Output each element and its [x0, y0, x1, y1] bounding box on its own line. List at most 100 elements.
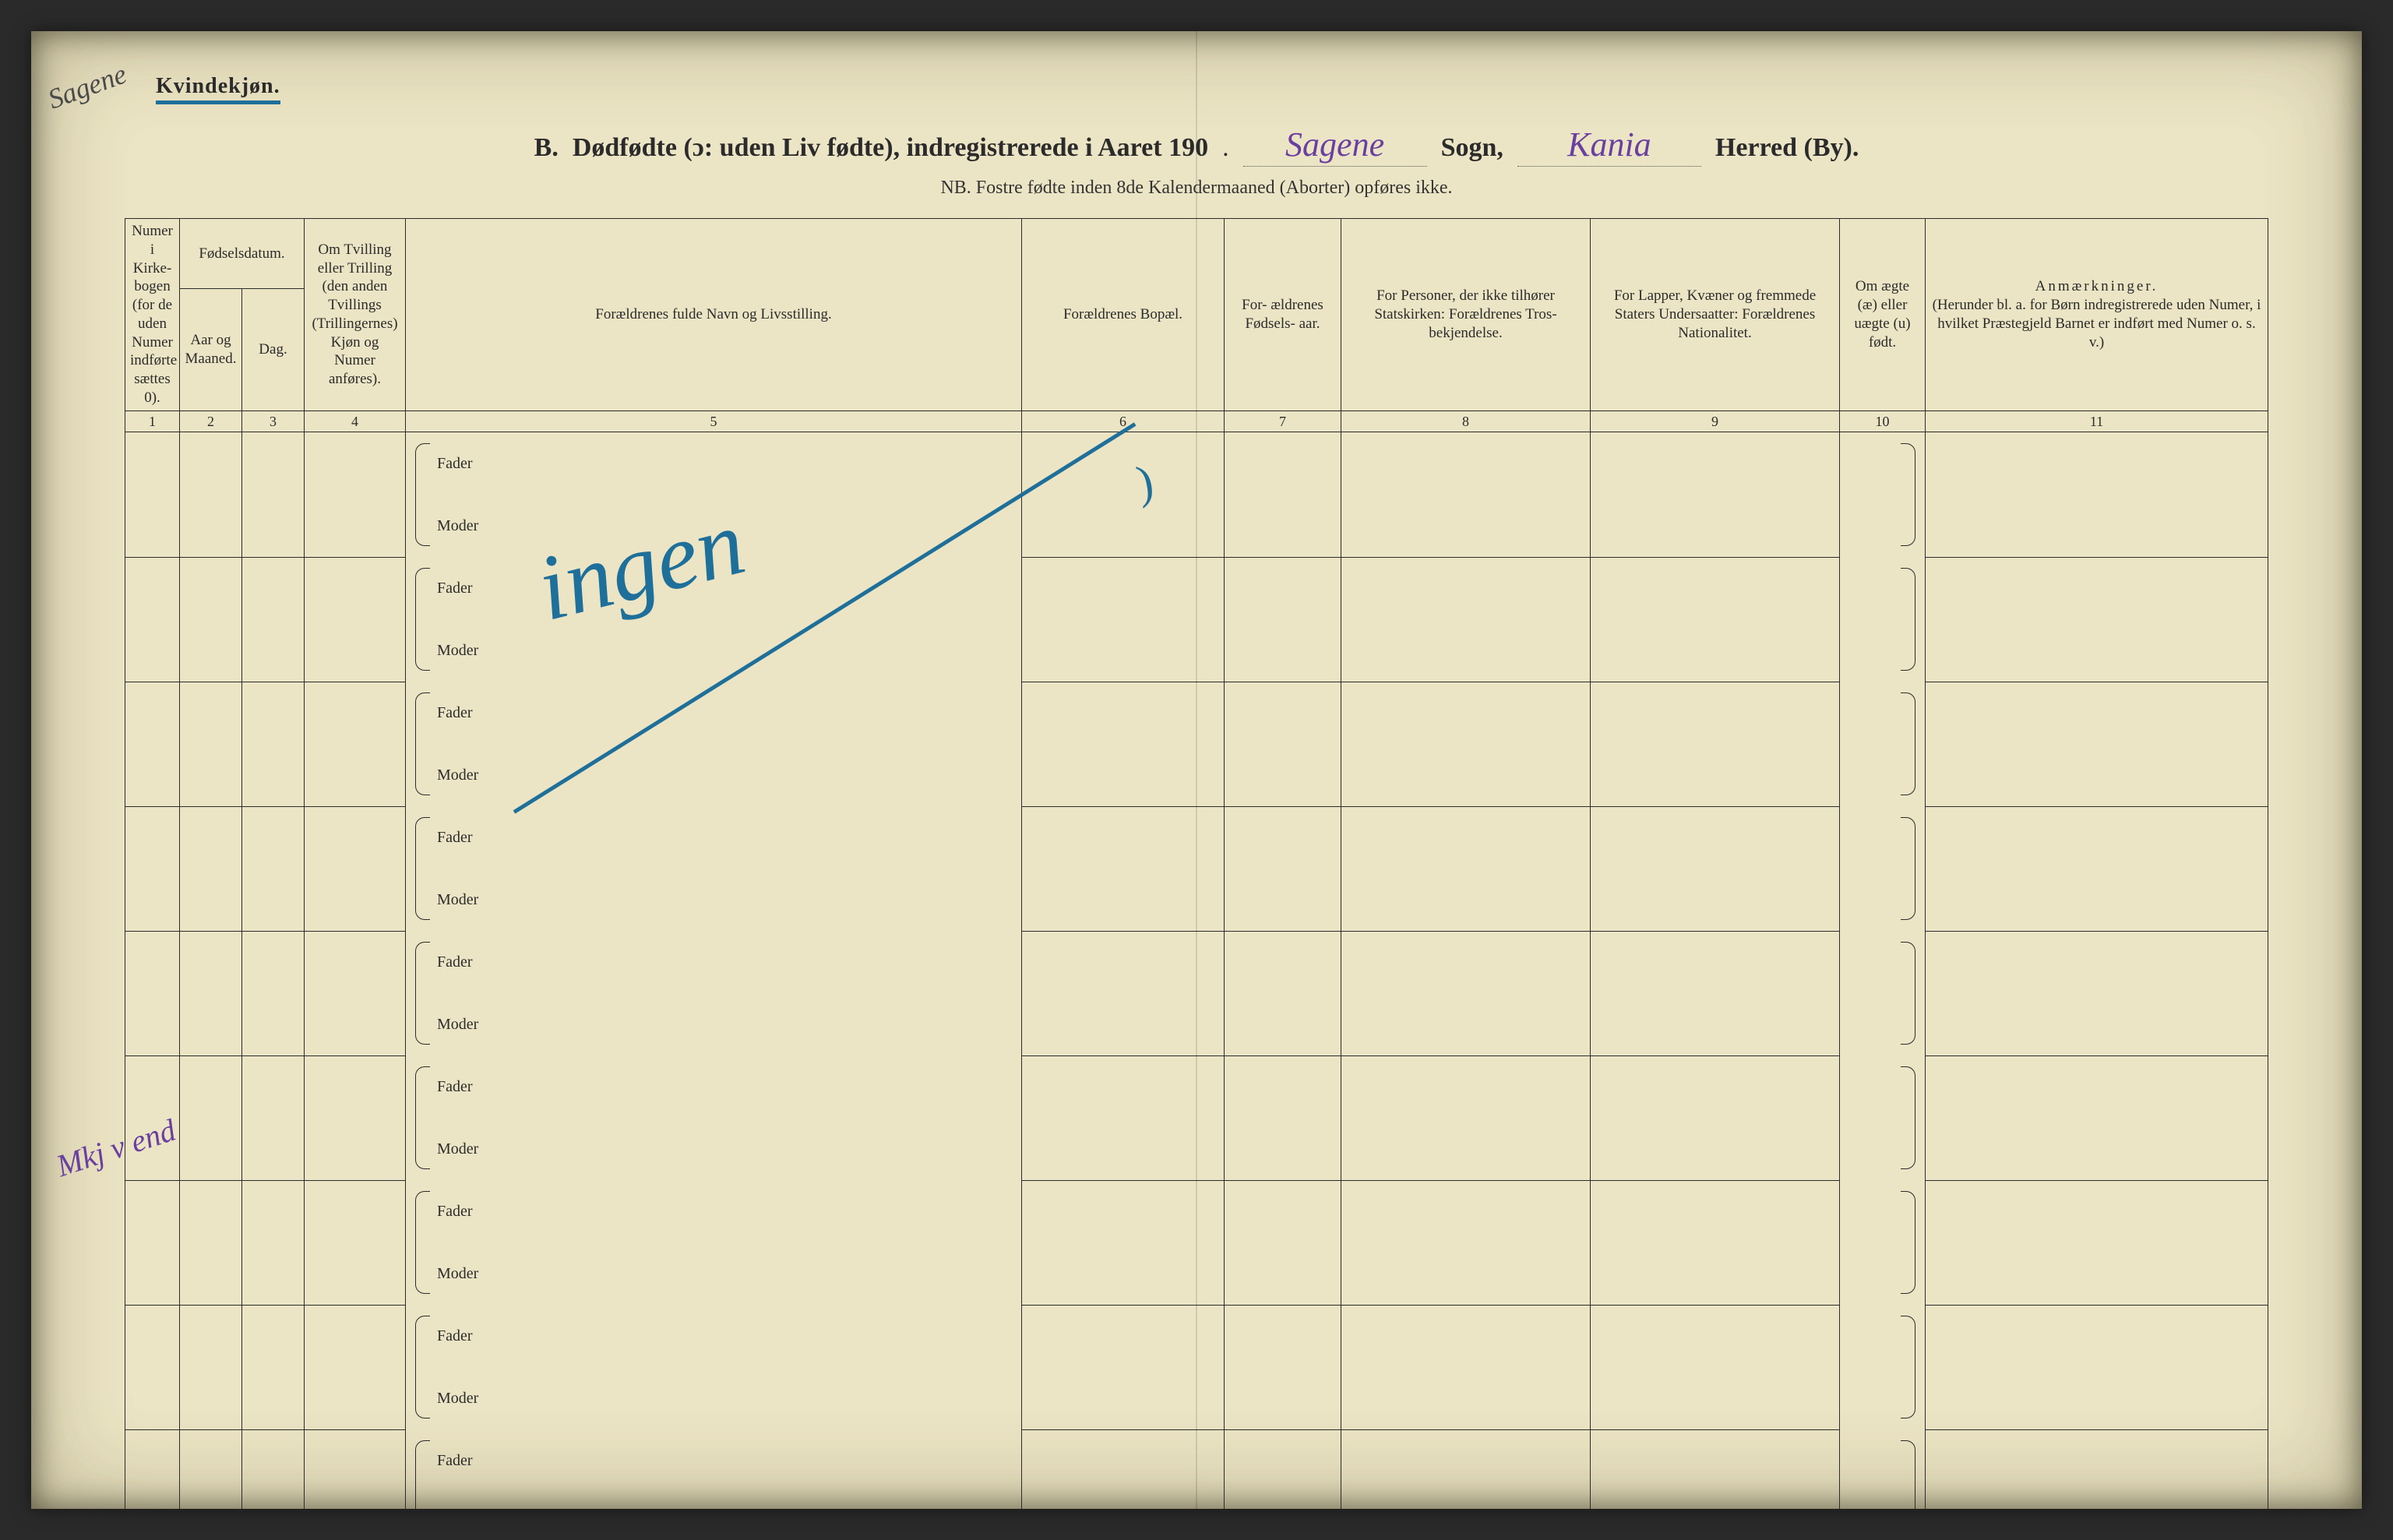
ledger-cell [1926, 806, 2268, 931]
legitimacy-cell [1840, 432, 1926, 495]
ledger-row-fader: Fader [125, 1180, 2268, 1242]
ledger-cell [1225, 1055, 1341, 1180]
ledger-cell [1341, 432, 1591, 558]
ledger-cell [1022, 557, 1225, 682]
ledger-cell [1926, 1055, 2268, 1180]
ledger-cell [1022, 1305, 1225, 1429]
col-header-7: For- ældrenes Fødsels- aar. [1225, 219, 1341, 411]
ledger-cell [1225, 557, 1341, 682]
moder-label: Moder [437, 517, 478, 534]
col-header-8: For Personer, der ikke tilhører Statskir… [1341, 219, 1591, 411]
parent-name-cell: Fader [406, 557, 1022, 619]
ledger-cell [1225, 1305, 1341, 1429]
colnum-7: 7 [1225, 411, 1341, 432]
ledger-cell [1022, 806, 1225, 931]
ledger-row-fader: Fader [125, 1429, 2268, 1492]
ledger-cell [1341, 1055, 1591, 1180]
ledger-cell [1926, 682, 2268, 806]
moder-label: Moder [437, 1265, 478, 1282]
gender-heading: Kvindekjøn. [156, 74, 280, 104]
sogn-label: Sogn, [1441, 133, 1503, 163]
col-header-4: Om Tvilling eller Trilling (den anden Tv… [305, 219, 406, 411]
col-header-11-title: Anmærkninger. [1930, 277, 2263, 296]
ledger-tbody: FaderModerFaderModerFaderModerFaderModer… [125, 432, 2268, 1510]
ledger-row-fader: Fader [125, 557, 2268, 619]
legitimacy-cell [1840, 682, 1926, 744]
fader-label: Fader [437, 1203, 473, 1220]
col-header-11-sub: (Herunder bl. a. for Børn indregistrered… [1930, 296, 2263, 351]
ledger-cell [1341, 806, 1591, 931]
title-prefix: B. [534, 133, 559, 163]
legitimacy-cell [1840, 1118, 1926, 1180]
title-main: Dødfødte (ɔ: uden Liv fødte), indregistr… [573, 133, 1208, 163]
parent-name-cell: Fader [406, 1180, 1022, 1242]
ledger-cell [1591, 806, 1840, 931]
ledger-cell [1341, 931, 1591, 1055]
parent-name-cell: Moder [406, 869, 1022, 931]
ledger-cell [305, 1305, 406, 1429]
ledger-row-fader: Fader [125, 1055, 2268, 1118]
parent-name-cell: Moder [406, 1492, 1022, 1509]
colnum-10: 10 [1840, 411, 1926, 432]
herred-value: Kania [1517, 125, 1701, 167]
legitimacy-cell [1840, 619, 1926, 682]
ledger-cell [242, 1429, 305, 1509]
moder-label: Moder [437, 766, 478, 784]
col-header-3: Dag. [242, 289, 305, 411]
parent-name-cell: Fader [406, 432, 1022, 495]
col-header-2: Aar og Maaned. [180, 289, 242, 411]
ledger-cell [180, 1055, 242, 1180]
ledger-row-fader: Fader [125, 931, 2268, 993]
parent-name-cell: Fader [406, 931, 1022, 993]
ledger-cell [180, 1180, 242, 1305]
legitimacy-cell [1840, 869, 1926, 931]
ledger-cell [1341, 1180, 1591, 1305]
subtitle: NB. Fostre fødte inden 8de Kalendermaane… [31, 178, 2362, 199]
ledger-cell [125, 1180, 180, 1305]
ledger-cell [1022, 1055, 1225, 1180]
col-header-11: Anmærkninger. (Herunder bl. a. for Børn … [1926, 219, 2268, 411]
ledger-thead: Numer i Kirke- bogen (for de uden Numer … [125, 219, 2268, 432]
moder-label: Moder [437, 891, 478, 908]
title-year-dot: . [1222, 133, 1229, 163]
colnum-4: 4 [305, 411, 406, 432]
ledger-cell [1926, 1305, 2268, 1429]
legitimacy-cell [1840, 744, 1926, 806]
colnum-9: 9 [1591, 411, 1840, 432]
parent-name-cell: Moder [406, 993, 1022, 1055]
colnum-6: 6 [1022, 411, 1225, 432]
parent-name-cell: Fader [406, 1429, 1022, 1492]
ledger-cell [1225, 682, 1341, 806]
fader-label: Fader [437, 1078, 473, 1095]
col-header-5: Forældrenes fulde Navn og Livsstilling. [406, 219, 1022, 411]
col-header-1: Numer i Kirke- bogen (for de uden Numer … [125, 219, 180, 411]
ledger-cell [125, 432, 180, 558]
ledger-cell [1225, 1429, 1341, 1509]
ledger-cell [1341, 1429, 1591, 1509]
legitimacy-cell [1840, 1429, 1926, 1492]
ledger-cell [1022, 682, 1225, 806]
ledger-cell [180, 432, 242, 558]
legitimacy-cell [1840, 993, 1926, 1055]
ledger-cell [125, 806, 180, 931]
ledger-row-fader: Fader [125, 1305, 2268, 1367]
ledger-cell [125, 557, 180, 682]
legitimacy-cell [1840, 1242, 1926, 1305]
ledger-cell [1926, 1429, 2268, 1509]
parent-name-cell: Moder [406, 744, 1022, 806]
title-row: B. Dødfødte (ɔ: uden Liv fødte), indregi… [31, 125, 2362, 167]
parent-name-cell: Fader [406, 1305, 1022, 1367]
col-header-9: For Lapper, Kvæner og fremmede Staters U… [1591, 219, 1840, 411]
col-header-10: Om ægte (æ) eller uægte (u) født. [1840, 219, 1926, 411]
ledger-cell [242, 557, 305, 682]
ledger-cell [180, 557, 242, 682]
parent-name-cell: Moder [406, 619, 1022, 682]
page: Kvindekjøn. Sagene Mkj v end B. Dødfødte… [0, 0, 2393, 1540]
paper-sheet: Kvindekjøn. Sagene Mkj v end B. Dødfødte… [31, 31, 2362, 1509]
ledger-cell [1341, 557, 1591, 682]
colnum-5: 5 [406, 411, 1022, 432]
ledger-cell [125, 1055, 180, 1180]
legitimacy-cell [1840, 495, 1926, 557]
ledger-cell [1225, 1180, 1341, 1305]
ledger-cell [242, 931, 305, 1055]
